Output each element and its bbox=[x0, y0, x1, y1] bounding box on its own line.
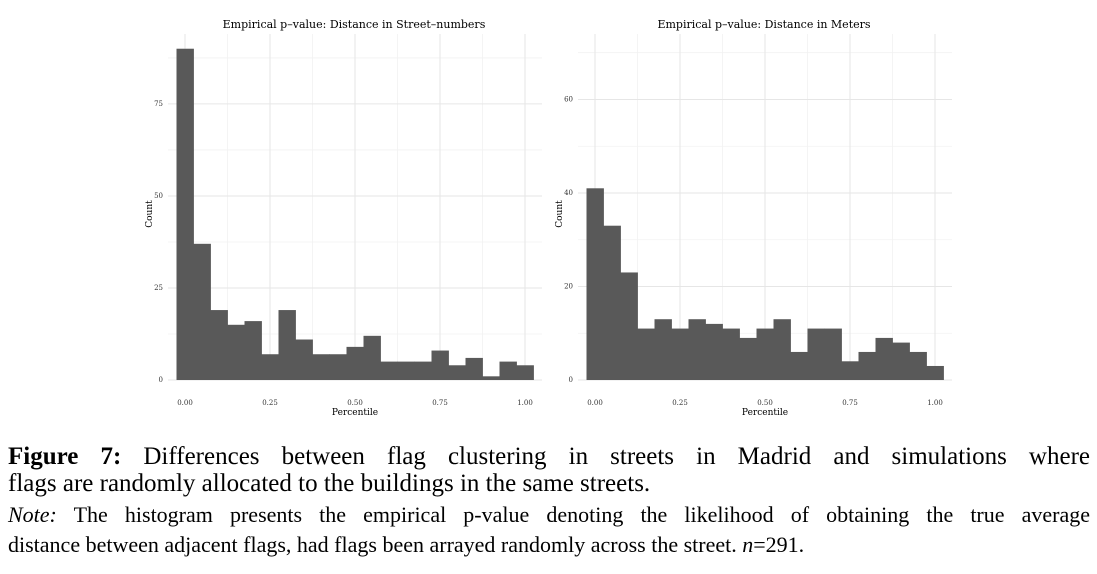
x-axis-label: Percentile bbox=[742, 408, 788, 418]
histogram-bar bbox=[892, 342, 910, 380]
x-tick-label: 0.00 bbox=[177, 399, 193, 407]
histogram-bar bbox=[739, 337, 757, 380]
histogram-bar bbox=[397, 361, 415, 380]
histogram-bar bbox=[773, 319, 791, 380]
histogram-bar bbox=[346, 346, 364, 380]
x-tick-label: 0.50 bbox=[347, 399, 363, 407]
histogram-bar bbox=[516, 365, 534, 380]
histogram-bar bbox=[671, 328, 689, 380]
histogram-bar bbox=[722, 328, 740, 380]
bars bbox=[586, 188, 944, 380]
histogram-bar bbox=[482, 376, 500, 380]
x-axis-label: Percentile bbox=[332, 408, 378, 418]
caption-text-1: Differences between flag clustering in s… bbox=[143, 443, 1090, 470]
histogram-bar bbox=[380, 361, 398, 380]
note-line-2: distance between adjacent flags, had fla… bbox=[8, 531, 1090, 558]
y-tick-label: 0 bbox=[159, 376, 163, 384]
histogram-bar bbox=[312, 354, 330, 380]
y-tick-label: 50 bbox=[154, 192, 163, 200]
histogram-bar bbox=[329, 354, 347, 380]
histogram-bar bbox=[841, 361, 859, 380]
note-line-1: Note: The histogram presents the empiric… bbox=[8, 501, 1090, 528]
y-tick-label: 60 bbox=[564, 95, 573, 103]
chart-title: Empirical p–value: Distance in Meters bbox=[657, 18, 870, 31]
sample-size-variable: n bbox=[742, 532, 754, 557]
chart-title: Empirical p–value: Distance in Street–nu… bbox=[223, 18, 486, 31]
histogram-bar bbox=[637, 328, 655, 380]
histogram-bar bbox=[176, 48, 194, 381]
figure-caption: Figure 7: Differences between flag clust… bbox=[8, 443, 1090, 558]
y-axis-label: Count bbox=[145, 200, 155, 228]
x-tick-label: 1.00 bbox=[927, 399, 943, 407]
histogram-bar bbox=[499, 361, 517, 380]
histogram-street-numbers: 0.00 0.25 0.50 0.75 1.00 0 25 50 75 Empirical p–v… bbox=[145, 18, 542, 418]
note-label: Note: bbox=[8, 502, 57, 527]
histogram-bar bbox=[824, 328, 842, 380]
figure-label: Figure 7: bbox=[8, 443, 122, 470]
histogram-bar bbox=[244, 321, 262, 380]
y-axis-label: Count bbox=[555, 200, 565, 228]
histogram-bar bbox=[909, 351, 927, 380]
x-tick-label: 1.00 bbox=[517, 399, 533, 407]
x-tick-label: 0.25 bbox=[672, 399, 688, 407]
histogram-bar bbox=[688, 319, 706, 380]
histogram-bar bbox=[926, 365, 944, 380]
histogram-bar bbox=[227, 324, 245, 380]
x-tick-label: 0.00 bbox=[587, 399, 603, 407]
y-tick-label: 0 bbox=[569, 376, 573, 384]
histogram-meters: 0.00 0.25 0.50 0.75 1.00 0 20 40 60 Empirical p–v… bbox=[555, 18, 952, 418]
x-tick-label: 0.50 bbox=[757, 399, 773, 407]
caption-line-1: Figure 7: Differences between flag clust… bbox=[8, 443, 1090, 471]
histogram-bar bbox=[193, 243, 211, 380]
histogram-bar bbox=[431, 350, 449, 380]
histogram-bar bbox=[603, 225, 621, 380]
histogram-bar bbox=[586, 188, 604, 380]
histogram-bar bbox=[278, 310, 296, 380]
y-tick-label: 20 bbox=[564, 282, 573, 290]
sample-size-value: =291. bbox=[753, 532, 805, 557]
y-tick-label: 75 bbox=[154, 100, 163, 108]
histogram-bar bbox=[654, 319, 672, 380]
histogram-bar bbox=[807, 328, 825, 380]
y-tick-label: 25 bbox=[154, 284, 163, 292]
caption-line-2: flags are randomly allocated to the buil… bbox=[8, 470, 651, 497]
histogram-bar bbox=[875, 337, 893, 380]
histogram-bar bbox=[414, 361, 432, 380]
y-tick-label: 40 bbox=[564, 189, 573, 197]
note-text-2: distance between adjacent flags, had fla… bbox=[8, 532, 737, 557]
histogram-bar bbox=[261, 354, 279, 380]
bars bbox=[176, 48, 534, 381]
histogram-bar bbox=[448, 365, 466, 380]
figure-charts: 0.00 0.25 0.50 0.75 1.00 0 25 50 75 Empirical p–v… bbox=[145, 18, 952, 418]
histogram-bar bbox=[465, 357, 483, 380]
x-tick-label: 0.75 bbox=[432, 399, 448, 407]
histogram-bar bbox=[295, 339, 313, 380]
histogram-bar bbox=[210, 310, 228, 380]
histogram-bar bbox=[756, 328, 774, 380]
x-tick-label: 0.75 bbox=[842, 399, 858, 407]
note-text-1: The histogram presents the empirical p-v… bbox=[73, 502, 1090, 527]
histogram-bar bbox=[620, 272, 638, 380]
histogram-bar bbox=[858, 351, 876, 380]
x-tick-label: 0.25 bbox=[262, 399, 278, 407]
histogram-bar bbox=[705, 323, 723, 380]
histogram-bar bbox=[363, 335, 381, 380]
histogram-bar bbox=[790, 351, 808, 380]
